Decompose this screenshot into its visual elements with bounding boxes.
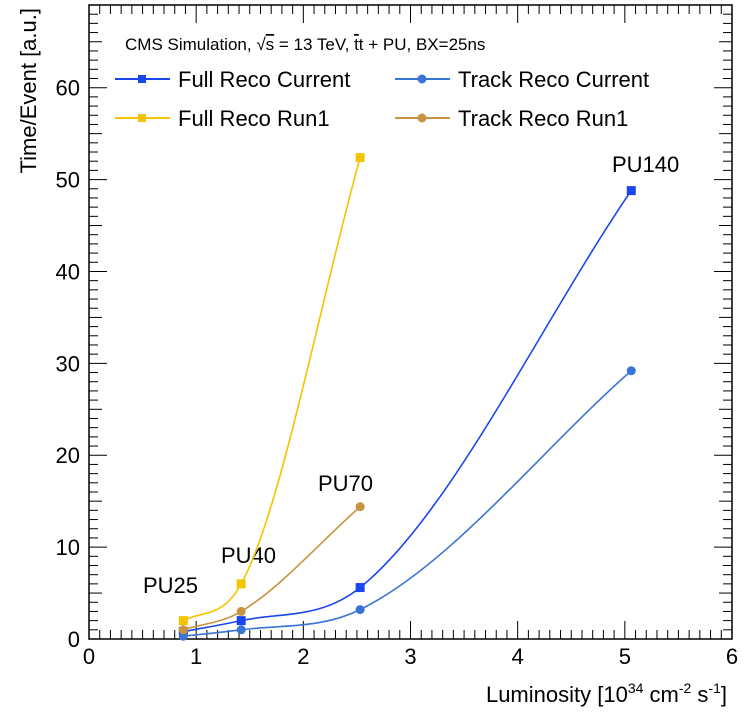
data-point-full-reco-run1 — [236, 579, 246, 589]
legend-marker-track-reco-current — [417, 74, 427, 84]
y-tick-label: 40 — [56, 259, 80, 284]
y-tick-label: 10 — [56, 535, 80, 560]
x-tick-label: 6 — [726, 644, 738, 669]
legend-label-track-reco-run1: Track Reco Run1 — [458, 106, 628, 131]
series-line-full-reco-run1 — [182, 157, 361, 622]
data-point-track-reco-run1 — [178, 625, 188, 635]
legend-marker-full-reco-run1 — [138, 114, 146, 122]
annotation-pu140: PU140 — [612, 152, 679, 177]
series-layer — [178, 153, 636, 641]
y-axis-title: Time/Event [a.u.] — [16, 8, 41, 173]
legend: Full Reco Current Track Reco Current Ful… — [115, 67, 649, 131]
legend-label-track-reco-current: Track Reco Current — [458, 67, 649, 92]
x-tick-label: 3 — [404, 644, 416, 669]
series-line-track-reco-run1 — [183, 506, 361, 631]
chart-header: CMS Simulation, √s = 13 TeV, tt + PU, BX… — [125, 35, 485, 54]
data-point-track-reco-current — [178, 631, 188, 641]
y-tick-label: 60 — [56, 76, 80, 101]
y-tick-label: 20 — [56, 443, 80, 468]
x-tick-label: 5 — [619, 644, 631, 669]
data-point-full-reco-current — [236, 616, 246, 626]
annotation-pu40: PU40 — [221, 543, 276, 568]
data-point-track-reco-run1 — [236, 606, 246, 616]
data-point-full-reco-run1 — [355, 153, 365, 163]
sqrt-s: s — [266, 35, 275, 54]
data-point-track-reco-run1 — [355, 502, 365, 512]
legend-label-full-reco-run1: Full Reco Run1 — [178, 106, 330, 131]
data-point-full-reco-current — [355, 583, 365, 593]
x-tick-label: 1 — [190, 644, 202, 669]
y-tick-label: 30 — [56, 351, 80, 376]
data-point-track-reco-current — [236, 625, 246, 635]
y-tick-label: 0 — [68, 627, 80, 652]
annotation-pu25: PU25 — [143, 573, 198, 598]
x-tick-label: 2 — [297, 644, 309, 669]
x-tick-label: 0 — [83, 644, 95, 669]
series-line-track-reco-current — [183, 370, 632, 638]
annotation-pu70: PU70 — [318, 471, 373, 496]
tbar: t — [354, 35, 359, 54]
x-axis-title: Luminosity [1034 cm-2 s-1] — [486, 680, 727, 707]
data-point-track-reco-current — [355, 605, 365, 615]
plot-frame — [88, 4, 733, 640]
data-point-track-reco-current — [626, 366, 636, 376]
data-point-full-reco-run1 — [178, 616, 188, 626]
legend-label-full-reco-current: Full Reco Current — [178, 67, 350, 92]
legend-marker-track-reco-run1 — [417, 113, 427, 123]
x-tick-label: 4 — [512, 644, 524, 669]
y-tick-label: 50 — [56, 168, 80, 193]
data-point-full-reco-current — [626, 186, 636, 196]
legend-marker-full-reco-current — [138, 75, 146, 83]
